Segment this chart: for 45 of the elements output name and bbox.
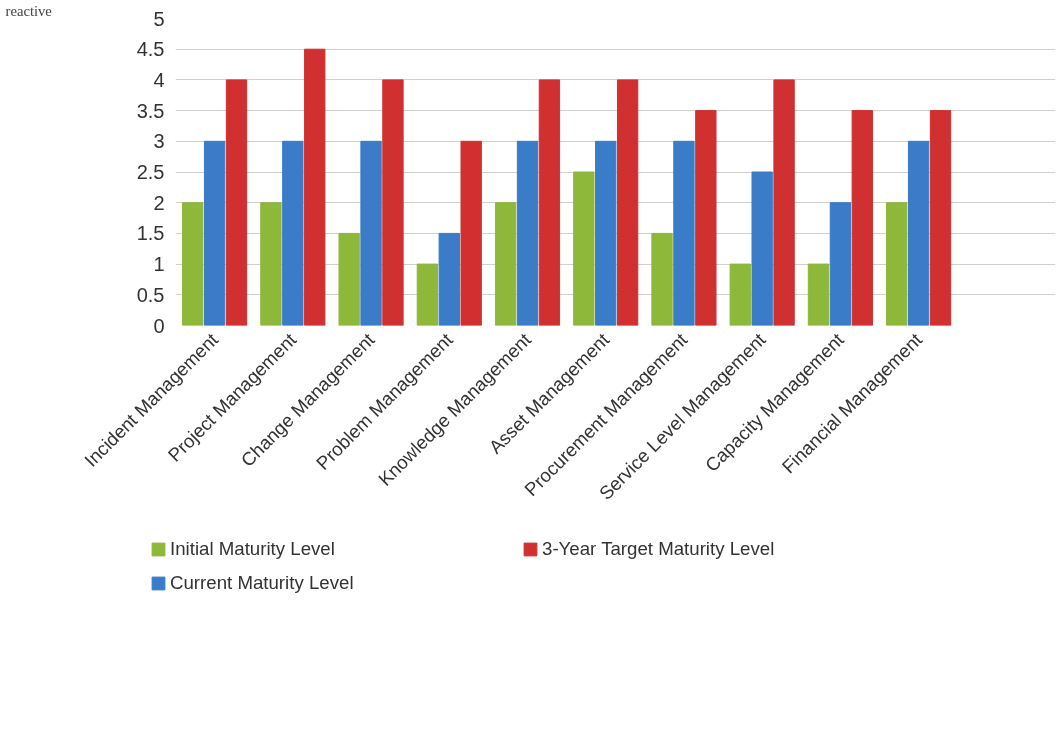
bar <box>438 232 460 326</box>
bar <box>573 171 595 326</box>
bar <box>929 110 952 326</box>
bar <box>416 263 439 326</box>
bar <box>695 110 717 326</box>
bar <box>203 140 226 326</box>
legend-label: Initial Maturity Level <box>170 538 336 560</box>
y-tick-label: 3 <box>153 130 165 153</box>
y-tick-label: 0 <box>153 314 165 337</box>
y-tick-label: 5 <box>153 7 165 30</box>
bar <box>807 263 830 326</box>
y-tick-label: 4.5 <box>136 38 165 61</box>
y-tick-label: 3.5 <box>136 99 165 122</box>
bar <box>907 140 930 326</box>
bar <box>751 171 773 326</box>
bar <box>304 48 326 326</box>
y-tick-label: 2 <box>153 191 165 214</box>
bar <box>851 110 873 326</box>
y-tick-label: 0.5 <box>136 283 165 306</box>
bar <box>460 140 482 326</box>
bar <box>360 140 382 326</box>
legend-label: Current Maturity Level <box>170 572 355 594</box>
bar <box>651 232 673 326</box>
y-tick-label: 1 <box>153 253 165 276</box>
bar <box>829 202 852 326</box>
y-tick-label: 1.5 <box>136 222 165 245</box>
y-tick-label: 4 <box>153 68 165 91</box>
bar <box>225 79 248 326</box>
bar <box>338 232 360 326</box>
bar <box>382 79 404 326</box>
bar <box>773 79 795 326</box>
bar <box>729 263 751 326</box>
bar <box>538 79 561 326</box>
bar <box>182 202 204 326</box>
bar <box>260 202 282 326</box>
y-tick-label: 2.5 <box>136 161 165 183</box>
legend-label: 3-Year Target Maturity Level <box>542 538 776 560</box>
bar <box>494 202 517 326</box>
bar <box>886 202 908 326</box>
bar <box>516 140 539 326</box>
bar <box>616 79 639 326</box>
text: reactive <box>5 2 52 19</box>
bar <box>282 140 304 326</box>
bar <box>673 140 695 326</box>
bar <box>595 140 617 326</box>
